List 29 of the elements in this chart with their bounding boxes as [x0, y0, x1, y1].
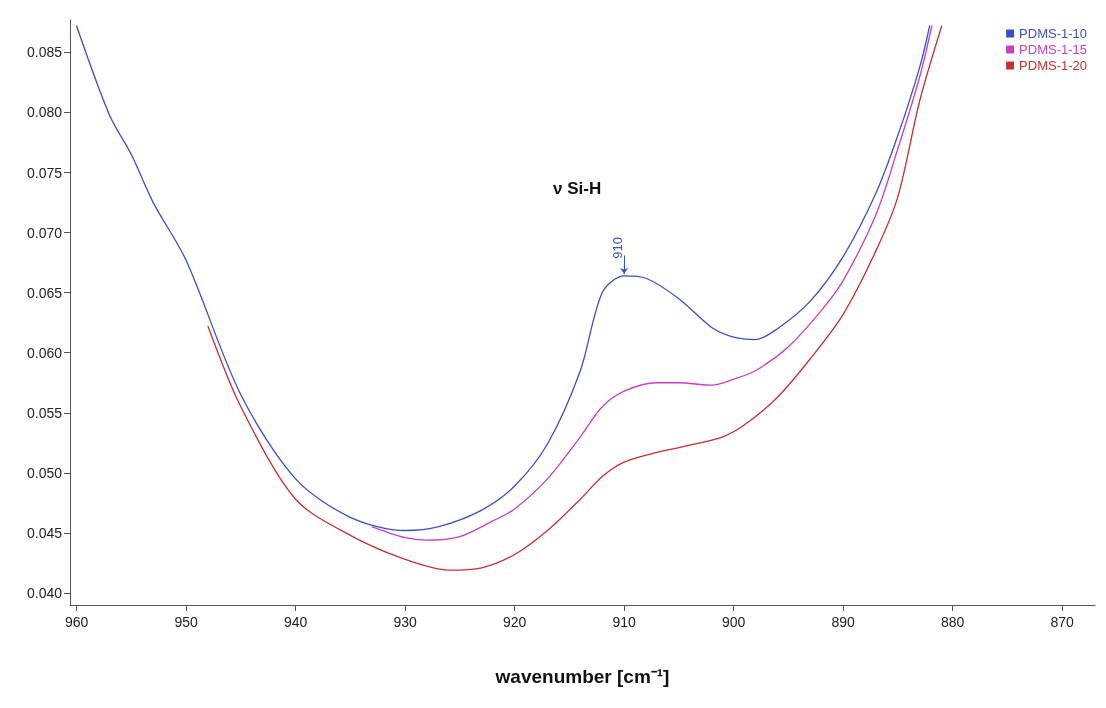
- y-tick-label: 0.050: [26, 464, 63, 481]
- x-tick-label: 950: [174, 614, 198, 630]
- line-series: [371, 25, 933, 541]
- y-tick-label: 0.085: [26, 44, 63, 61]
- x-tick-label: 960: [64, 614, 89, 630]
- x-tick-label: 870: [1050, 614, 1075, 630]
- legend-label: PDMS-1-10: [1019, 26, 1088, 41]
- annotation: 910: [610, 237, 626, 259]
- x-tick-label: 910: [612, 614, 637, 630]
- line-series: [75, 25, 931, 532]
- x-tick-label: 930: [393, 614, 417, 630]
- y-tick-label: 0.070: [26, 224, 63, 241]
- x-axis-title: wavenumber [cm⁻¹]: [494, 666, 670, 687]
- y-tick-label: 0.040: [26, 584, 63, 601]
- legend-label: PDMS-1-20: [1019, 58, 1088, 73]
- x-tick-label: 890: [831, 614, 856, 630]
- x-tick-label: 940: [283, 614, 308, 630]
- y-tick-label: 0.055: [26, 404, 63, 421]
- annotation: ν Si-H: [553, 179, 602, 198]
- y-tick-label: 0.045: [26, 524, 63, 541]
- y-tick-label: 0.060: [26, 344, 63, 361]
- y-tick-label: 0.065: [26, 284, 63, 301]
- line-series: [207, 25, 943, 571]
- x-tick-label: 920: [502, 614, 527, 630]
- x-tick-label: 880: [940, 614, 965, 630]
- legend-label: PDMS-1-15: [1019, 42, 1088, 57]
- y-tick-label: 0.080: [26, 104, 63, 121]
- y-tick-label: 0.075: [26, 164, 63, 181]
- x-tick-label: 900: [721, 614, 746, 630]
